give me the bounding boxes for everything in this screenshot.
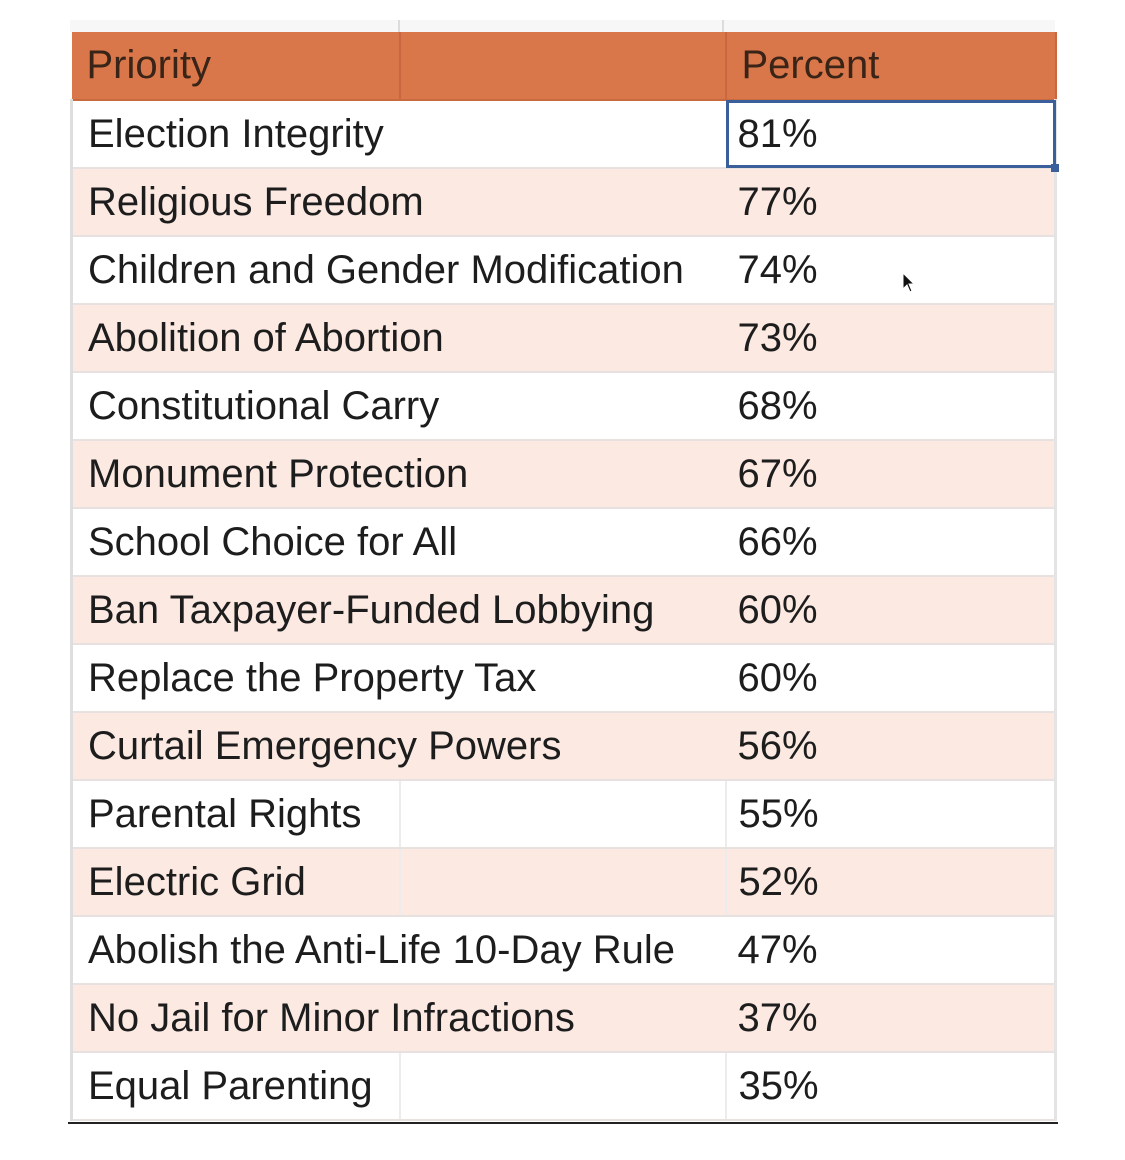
priority-cell[interactable]: Abolish the Anti-Life 10-Day Rule [70,916,726,985]
percent-cell[interactable]: 81% [725,100,1059,172]
priority-label: Abolish the Anti-Life 10-Day Rule [88,927,675,972]
priority-cell[interactable]: Religious Freedom [70,168,726,237]
priority-label: School Choice for All [88,519,458,564]
percent-value: 56% [737,723,818,768]
table-header-row: Priority Percent [71,32,1057,101]
percent-cell[interactable]: 56% [725,712,1057,781]
table-row: No Jail for Minor Infractions 37% [70,984,1057,1053]
percent-cell[interactable]: 68% [725,372,1057,441]
priority-cell[interactable]: Monument Protection [70,440,726,509]
priority-cell[interactable]: Electric Grid [70,848,400,917]
percent-value: 60% [737,587,818,632]
priority-cell[interactable]: Election Integrity [70,100,726,169]
table-row: Abolish the Anti-Life 10-Day Rule 47% [70,916,1057,985]
empty-cell[interactable] [398,780,727,849]
percent-cell[interactable]: 60% [725,576,1057,645]
column-divider [722,20,724,32]
table-row: Replace the Property Tax 60% [70,644,1057,713]
priority-label: Religious Freedom [88,179,424,224]
empty-cell[interactable] [398,1052,727,1121]
table-row: Abolition of Abortion 73% [70,304,1057,373]
priority-label: Curtail Emergency Powers [88,723,562,768]
percent-value: 55% [738,791,819,836]
percent-value: 74% [737,247,818,292]
percent-cell[interactable]: 52% [725,848,1057,917]
priority-label: Replace the Property Tax [88,655,537,700]
priority-label: Abolition of Abortion [88,315,444,360]
table-row: School Choice for All 66% [70,508,1057,577]
percent-value: 73% [737,315,818,360]
fill-handle[interactable] [1051,164,1059,172]
percent-value: 68% [737,383,818,428]
table-row: Parental Rights 55% [70,780,1057,849]
percent-value: 47% [737,927,818,972]
priority-label: Children and Gender Modification [88,247,684,292]
priority-cell[interactable]: Ban Taxpayer-Funded Lobbying [70,576,726,645]
priority-label: Constitutional Carry [88,383,440,428]
percent-cell[interactable]: 37% [725,984,1057,1053]
table-row: Ban Taxpayer-Funded Lobbying 60% [70,576,1057,645]
header-cell-empty[interactable] [399,32,727,101]
priority-label: Election Integrity [88,111,384,156]
priority-cell[interactable]: Equal Parenting [70,1052,400,1121]
percent-value: 35% [738,1063,819,1108]
table-row: Religious Freedom 77% [70,168,1057,237]
percent-cell[interactable]: 55% [725,780,1057,849]
mouse-pointer-icon [902,272,916,293]
header-cell-priority[interactable]: Priority [71,32,401,101]
table-row: Constitutional Carry 68% [70,372,1057,441]
priority-cell[interactable]: Constitutional Carry [70,372,726,441]
percent-value: 77% [737,179,818,224]
priority-cell[interactable]: Parental Rights [70,780,400,849]
percent-cell[interactable]: 67% [725,440,1057,509]
column-divider [398,20,400,32]
priority-cell[interactable]: Curtail Emergency Powers [70,712,726,781]
percent-cell[interactable]: 77% [725,168,1057,237]
percent-cell[interactable]: 60% [725,644,1057,713]
percent-value: 67% [737,451,818,496]
table-row: Monument Protection 67% [70,440,1057,509]
percent-cell[interactable]: 73% [725,304,1057,373]
empty-cell[interactable] [398,848,727,917]
percent-value: 66% [737,519,818,564]
column-header-strip [70,20,1055,32]
priority-label: Electric Grid [88,859,306,904]
percent-value: 60% [737,655,818,700]
priority-label: No Jail for Minor Infractions [88,995,575,1040]
percent-value: 52% [738,859,819,904]
priority-table: Priority Percent Election Integrity 81% … [70,32,1059,1121]
percent-cell[interactable]: 35% [725,1052,1057,1121]
priority-cell[interactable]: No Jail for Minor Infractions [70,984,726,1053]
priority-label: Ban Taxpayer-Funded Lobbying [88,587,655,632]
percent-value: 37% [737,995,818,1040]
percent-cell[interactable]: 66% [725,508,1057,577]
table-row: Election Integrity 81% [70,100,1059,172]
priority-cell[interactable]: Children and Gender Modification [70,236,726,305]
table-row: Equal Parenting 35% [70,1052,1057,1121]
sheet-bottom-border [68,1122,1058,1124]
priority-cell[interactable]: School Choice for All [70,508,726,577]
table-row: Curtail Emergency Powers 56% [70,712,1057,781]
priority-cell[interactable]: Abolition of Abortion [70,304,726,373]
header-cell-percent[interactable]: Percent [725,32,1057,101]
priority-label: Parental Rights [88,791,362,836]
table-row: Electric Grid 52% [70,848,1057,917]
table-row: Children and Gender Modification 74% [70,236,1057,305]
priority-label: Equal Parenting [88,1063,373,1108]
priority-label: Monument Protection [88,451,469,496]
percent-value: 81% [737,111,818,156]
percent-cell[interactable]: 74% [725,236,1057,305]
priority-cell[interactable]: Replace the Property Tax [70,644,726,713]
percent-cell[interactable]: 47% [725,916,1057,985]
